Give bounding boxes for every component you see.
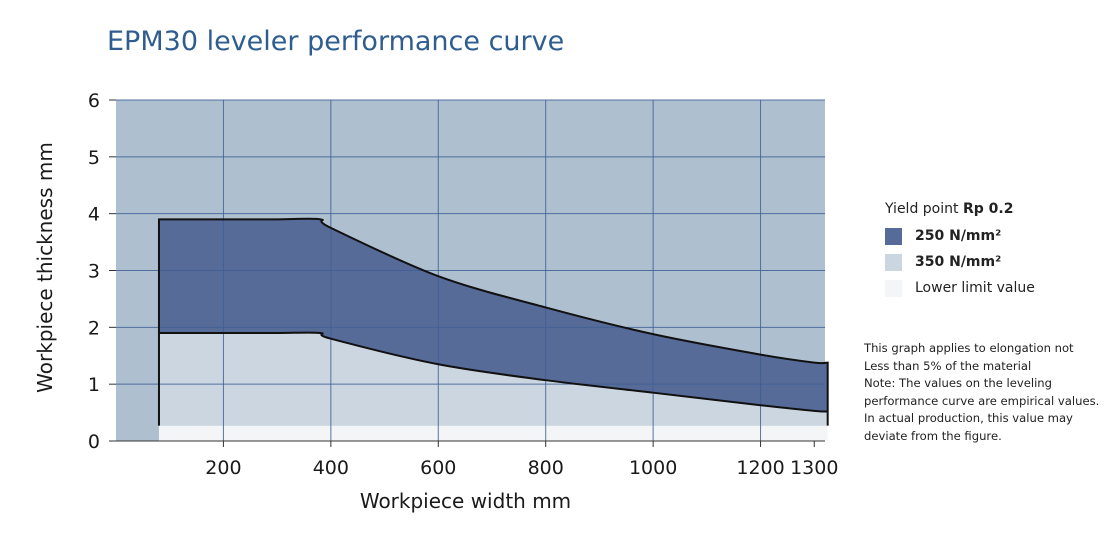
x-tick-label: 800 — [528, 457, 564, 479]
note-line: Note: The values on the leveling — [864, 376, 1053, 390]
y-tick-label: 1 — [88, 374, 100, 396]
x-tick-label: 200 — [205, 457, 241, 479]
chart-note: This graph applies to elongation not Les… — [864, 340, 1114, 445]
y-tick-label: 2 — [88, 317, 100, 339]
y-axis-label: Workpiece thickness mm — [33, 142, 57, 393]
area-lower-limit — [158, 425, 828, 441]
legend-swatch-lower-limit — [885, 279, 902, 297]
note-line: deviate from the figure. — [864, 428, 1002, 443]
x-axis-label: Workpiece width mm — [360, 489, 571, 513]
legend-item-250: 250 N/mm² — [885, 226, 1035, 246]
area-350 — [158, 332, 828, 426]
y-tick-label: 4 — [88, 204, 100, 226]
legend-item-350: 350 N/mm² — [885, 252, 1035, 272]
curve-250-outline — [157, 217, 829, 426]
legend: Yield point Rp 0.2 250 N/mm² 350 N/mm² L… — [885, 201, 1035, 304]
legend-swatch-350 — [885, 253, 902, 271]
y-tick-label: 0 — [88, 431, 100, 453]
legend-label-250: 250 N/mm² — [915, 228, 1002, 244]
x-tick-label: 1000 — [629, 457, 677, 479]
legend-item-lower-limit: Lower limit value — [885, 278, 1035, 298]
legend-label-350: 350 N/mm² — [915, 254, 1002, 270]
y-tick-label: 6 — [88, 90, 100, 112]
x-tick-label: 1300 — [790, 457, 838, 479]
x-tick-label: 1200 — [736, 457, 784, 479]
note-line: performance curve are empirical values. — [864, 393, 1100, 408]
chart-title: EPM30 leveler performance curve — [107, 26, 565, 57]
x-tick-label: 600 — [420, 457, 456, 479]
area-250 — [158, 218, 828, 412]
x-tick-label: 400 — [313, 457, 349, 479]
y-tick-label: 3 — [88, 261, 100, 283]
legend-label-lower-limit: Lower limit value — [915, 280, 1035, 296]
curve-350-outline — [158, 331, 828, 413]
note-line: In actual production, this value may — [864, 411, 1073, 425]
legend-title: Yield point Rp 0.2 — [885, 201, 1014, 217]
legend-swatch-250 — [885, 227, 902, 245]
note-line: This graph applies to elongation not — [864, 341, 1074, 355]
note-line: Less than 5% of the material — [864, 358, 1032, 373]
y-tick-label: 5 — [88, 147, 100, 169]
